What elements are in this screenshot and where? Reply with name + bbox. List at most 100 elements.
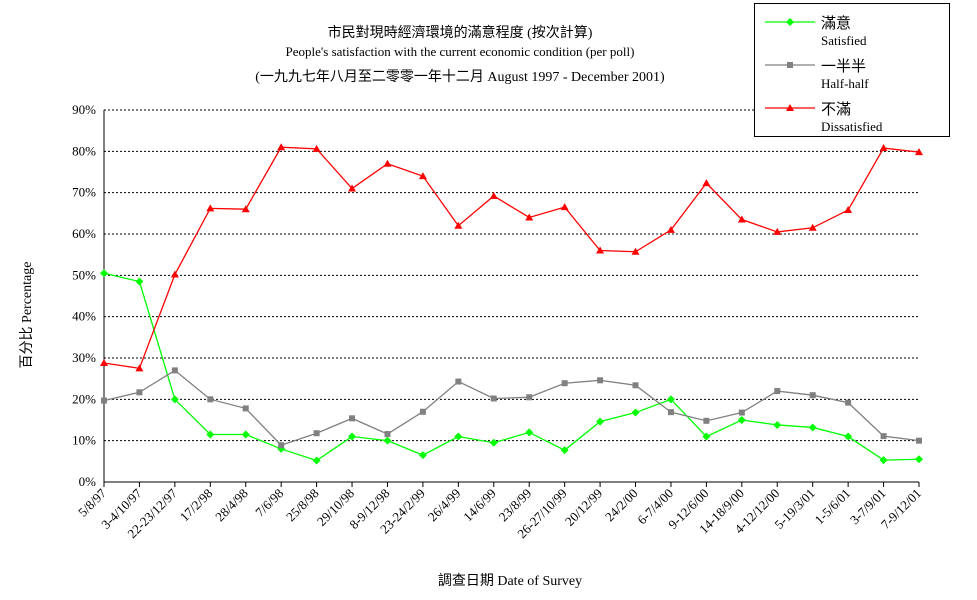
chart-subtitle: People's satisfaction with the current e… <box>285 44 635 59</box>
y-tick-label: 30% <box>72 350 96 365</box>
data-point-dissatisfied <box>489 191 498 199</box>
data-point-half-half <box>809 392 816 399</box>
data-point-satisfied <box>170 395 179 404</box>
data-point-satisfied <box>383 436 392 445</box>
y-tick-label: 20% <box>72 391 96 406</box>
data-point-dissatisfied <box>454 221 463 229</box>
y-tick-label: 70% <box>72 185 96 200</box>
data-point-satisfied <box>702 432 711 441</box>
data-point-half-half <box>703 417 710 424</box>
data-point-half-half <box>349 415 356 422</box>
data-point-half-half <box>101 397 107 404</box>
data-point-dissatisfied <box>808 223 817 231</box>
data-point-half-half <box>278 442 285 449</box>
data-point-dissatisfied <box>631 247 640 255</box>
legend-swatch-half-half <box>765 62 815 68</box>
data-point-half-half <box>880 433 887 440</box>
data-point-satisfied <box>915 455 923 464</box>
data-point-half-half <box>419 408 426 415</box>
data-point-half-half <box>774 388 781 395</box>
data-point-dissatisfied <box>879 144 888 152</box>
data-point-half-half <box>490 395 497 402</box>
data-point-dissatisfied <box>596 246 605 254</box>
data-point-dissatisfied <box>170 270 179 278</box>
data-point-satisfied <box>596 417 605 426</box>
data-point-half-half <box>207 396 214 403</box>
data-point-satisfied <box>454 432 463 441</box>
data-point-dissatisfied <box>844 206 853 214</box>
data-point-dissatisfied <box>277 143 286 151</box>
x-axis-title: 調查日期 Date of Survey <box>437 574 583 589</box>
y-tick-label: 40% <box>72 309 96 324</box>
data-point-satisfied <box>348 432 357 441</box>
data-point-satisfied <box>206 430 215 439</box>
data-point-satisfied <box>560 446 569 455</box>
y-tick-label: 10% <box>72 433 96 448</box>
x-tick-label: 20/12/99 <box>562 486 605 529</box>
legend-item-dissatisfied: 不滿 Dissatisfied <box>755 92 951 134</box>
data-point-satisfied <box>489 438 498 447</box>
data-point-satisfied <box>808 423 817 432</box>
data-point-satisfied <box>418 451 427 460</box>
data-point-half-half <box>597 377 604 384</box>
data-point-half-half <box>632 382 639 389</box>
data-point-satisfied <box>100 269 108 278</box>
data-point-half-half <box>313 430 320 437</box>
data-point-dissatisfied <box>241 205 250 213</box>
legend-label-dissatisfied-en: Dissatisfied <box>821 119 883 134</box>
data-point-half-half <box>171 367 178 374</box>
chart-subtitle-period: (一九九七年八月至二零零一年十二月 August 1997 - December… <box>255 70 665 85</box>
data-point-dissatisfied <box>418 172 427 180</box>
x-tick-label: 7/6/98 <box>252 486 286 520</box>
data-point-dissatisfied <box>206 204 215 212</box>
data-point-dissatisfied <box>525 213 534 221</box>
legend-swatch-dissatisfied <box>765 104 815 111</box>
data-point-satisfied <box>241 430 250 439</box>
x-tick-label: 26/4/99 <box>425 486 464 525</box>
data-point-half-half <box>561 380 568 387</box>
chart-title: 市民對現時經濟環境的滿意程度 (按次計算) <box>327 26 593 41</box>
x-tick-label: 14/6/99 <box>460 486 499 525</box>
y-tick-label: 50% <box>72 267 96 282</box>
data-point-satisfied <box>525 428 534 437</box>
legend: 滿意 Satisfied 一半半 Half-half 不滿 Dissatisfi… <box>754 3 950 137</box>
data-point-satisfied <box>737 416 746 424</box>
series-line-dissatisfied <box>103 146 920 370</box>
data-point-dissatisfied <box>100 358 108 366</box>
data-point-satisfied <box>773 420 782 429</box>
data-point-satisfied <box>844 432 853 441</box>
data-point-dissatisfied <box>737 215 746 223</box>
x-tick-label: 17/2/98 <box>177 486 216 525</box>
legend-label-satisfied-zh: 滿意 <box>821 16 852 32</box>
legend-label-half-half-en: Half-half <box>821 76 869 91</box>
y-tick-label: 90% <box>72 102 96 117</box>
x-tick-label: 1-5/6/01 <box>811 486 853 528</box>
y-axis-title: 百分比 Percentage <box>20 261 35 369</box>
data-point-dissatisfied <box>666 225 675 233</box>
data-point-dissatisfied <box>135 364 144 372</box>
data-point-dissatisfied <box>702 179 711 187</box>
legend-item-half-half: 一半半 Half-half <box>755 49 951 91</box>
y-tick-label: 0% <box>79 474 97 489</box>
data-point-dissatisfied <box>383 159 392 167</box>
data-point-satisfied <box>666 395 675 404</box>
y-tick-label: 60% <box>72 226 96 241</box>
data-point-satisfied <box>312 456 321 465</box>
data-point-dissatisfied <box>348 184 357 192</box>
data-point-half-half <box>916 437 922 444</box>
data-point-satisfied <box>631 408 640 417</box>
y-tick-label: 80% <box>72 143 96 158</box>
data-point-half-half <box>738 409 745 416</box>
data-point-satisfied <box>879 456 888 465</box>
data-point-dissatisfied <box>773 227 782 235</box>
data-point-satisfied <box>135 277 144 286</box>
legend-item-satisfied: 滿意 Satisfied <box>755 6 951 48</box>
legend-label-half-half-zh: 一半半 <box>821 59 867 75</box>
data-point-half-half <box>384 431 391 438</box>
series-line-half-half <box>103 369 920 446</box>
data-point-half-half <box>136 389 143 396</box>
series-line-satisfied <box>103 272 920 462</box>
x-tick-label: 28/4/98 <box>212 486 251 525</box>
data-point-half-half <box>526 394 533 401</box>
